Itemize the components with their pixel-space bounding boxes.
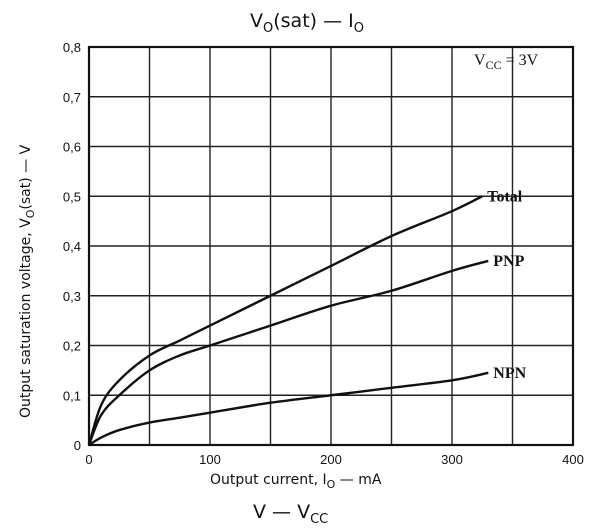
- x-tick-label: 100: [199, 452, 221, 467]
- series-curves: [87, 195, 489, 447]
- x-tick-label: 0: [85, 452, 92, 467]
- series-label-npn: NPN: [493, 365, 526, 382]
- x-axis-label: Output current, IO — mA: [210, 472, 382, 491]
- x-tick-labels: 0 100 200 300 400: [85, 452, 583, 467]
- curve-total: [87, 195, 483, 446]
- y-tick-label: 0,5: [63, 189, 81, 204]
- xlabel-rest: — mA: [335, 472, 382, 488]
- ylabel-rest: (sat) — V: [18, 144, 34, 209]
- y-tick-label: 0,8: [63, 40, 81, 55]
- curve-npn: [88, 371, 489, 447]
- x-tick-label: 200: [320, 452, 342, 467]
- series-label-pnp: PNP: [493, 253, 524, 270]
- xlabel-main: Output current, I: [210, 472, 327, 488]
- y-tick-labels: 0 0,1 0,2 0,3 0,4 0,5 0,6 0,7 0,8: [63, 40, 81, 453]
- chart-title: VO(sat) — IO: [250, 10, 364, 36]
- grid-lines: [89, 47, 573, 445]
- series-label-total: Total: [487, 188, 523, 205]
- chart-subtitle: V — VCC: [253, 501, 328, 527]
- ylabel-sub: O: [24, 209, 37, 218]
- y-tick-label: 0: [74, 438, 81, 453]
- condition-main: V: [474, 52, 486, 69]
- title-sub: O: [263, 21, 273, 36]
- y-axis-label: Output saturation voltage, VO(sat) — V: [18, 144, 37, 418]
- plot-frame: [87, 45, 575, 447]
- y-tick-label: 0,7: [63, 90, 81, 105]
- title-main: V: [250, 10, 263, 32]
- condition-label: VCC = 3V: [474, 52, 539, 72]
- y-tick-label: 0,3: [63, 289, 81, 304]
- condition-sub: CC: [486, 58, 502, 72]
- y-tick-label: 0,1: [63, 388, 81, 403]
- y-tick-label: 0,6: [63, 140, 81, 155]
- xlabel-sub: O: [327, 478, 336, 491]
- series-labels: Total PNP NPN: [487, 188, 526, 382]
- x-tick-label: 400: [562, 452, 584, 467]
- title-rest: (sat) — I: [273, 10, 354, 32]
- condition-rest: = 3V: [502, 52, 539, 69]
- subtitle-sub: CC: [310, 512, 328, 527]
- x-tick-label: 300: [441, 452, 463, 467]
- subtitle-main: V — V: [253, 501, 310, 523]
- y-tick-label: 0,4: [63, 239, 81, 254]
- ylabel-main: Output saturation voltage, V: [18, 218, 34, 418]
- title-rest-sub: O: [354, 21, 364, 36]
- y-tick-label: 0,2: [63, 339, 81, 354]
- curve-pnp: [87, 259, 489, 446]
